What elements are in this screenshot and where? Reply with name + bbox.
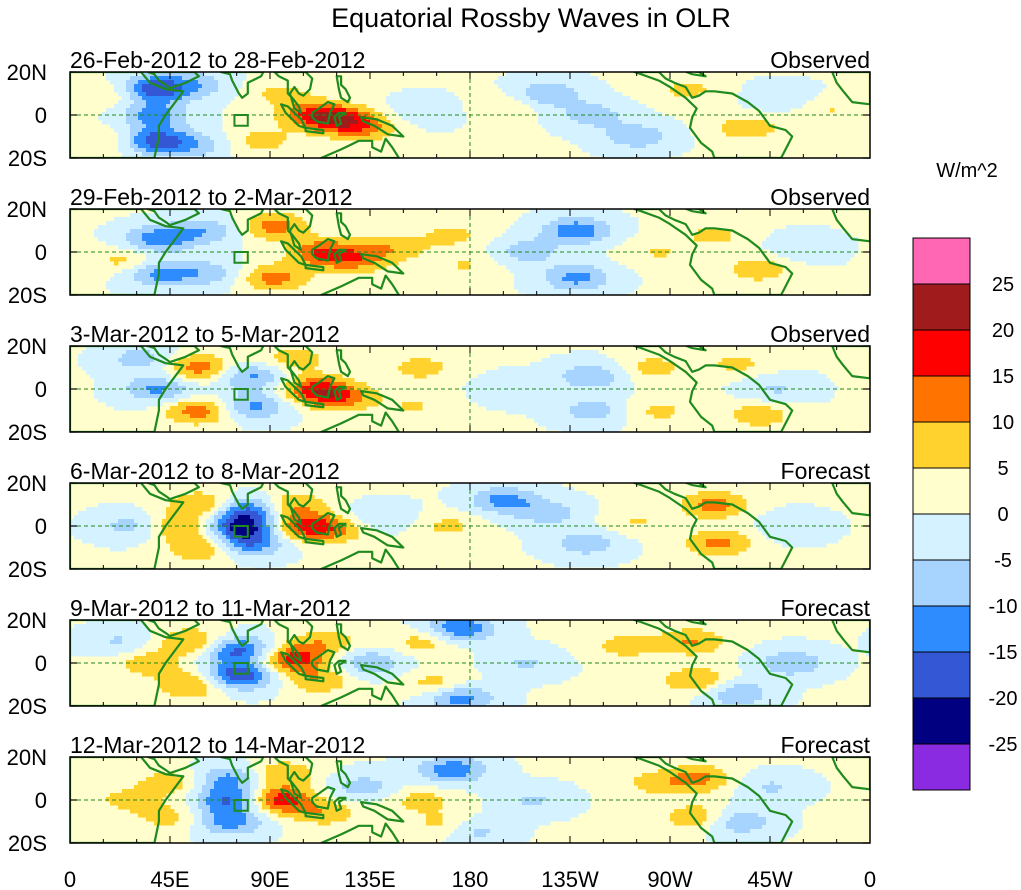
y-tick-label: 20N	[7, 60, 47, 85]
reference-box	[233, 525, 249, 538]
colorbar-tick-label: -20	[989, 688, 1018, 710]
panel-status-label: Forecast	[781, 595, 871, 621]
colorbar-swatch	[912, 467, 971, 515]
colorbar-tick-label: -25	[989, 734, 1018, 756]
colorbar-swatch	[912, 513, 971, 561]
y-tick-label: 0	[35, 103, 47, 128]
y-tick-label: 0	[35, 377, 47, 402]
y-tick-label: 0	[35, 240, 47, 265]
panel-date-range: 29-Feb-2012 to 2-Mar-2012	[70, 184, 353, 210]
x-tick-label: 0	[864, 867, 876, 890]
colorbar-tick-label: 15	[992, 366, 1014, 388]
panels-group: 20N 0 20S 26-Feb-2012 to 28-Feb-2012 Observe…	[7, 47, 871, 856]
olr-anomaly-field	[106, 757, 831, 843]
panel-3: 20N 0 20S 3-Mar-2012 to 5-Mar-2012 Observed	[7, 321, 871, 445]
colorbar-swatch	[912, 283, 971, 331]
colorbar-tick-label: 20	[992, 320, 1014, 342]
y-tick-label: 20N	[7, 334, 47, 359]
colorbar-swatch	[912, 375, 971, 423]
y-tick-label: 20N	[7, 471, 47, 496]
x-tick-label: 90W	[647, 867, 692, 890]
colorbar-tick-label: 10	[992, 412, 1014, 434]
y-tick-label: 20N	[7, 745, 47, 770]
reference-box	[233, 799, 249, 812]
x-tick-label: 45E	[150, 867, 189, 890]
y-tick-label: 0	[35, 651, 47, 676]
y-tick-label: 20S	[8, 420, 47, 445]
panel-date-range: 12-Mar-2012 to 14-Mar-2012	[70, 732, 365, 758]
colorbar-tick-label: 5	[997, 458, 1008, 480]
reference-box	[233, 388, 249, 401]
x-tick-label: 90E	[250, 867, 289, 890]
y-tick-label: 20S	[8, 694, 47, 719]
colorbar-swatch	[912, 559, 971, 607]
reference-box	[233, 662, 249, 675]
panel-status-label: Observed	[770, 321, 870, 347]
x-tick-label: 135E	[344, 867, 395, 890]
panel-status-label: Forecast	[781, 458, 871, 484]
coastlines	[70, 72, 870, 158]
coastlines	[70, 346, 870, 432]
y-tick-label: 20S	[8, 557, 47, 582]
colorbar-swatch	[912, 329, 971, 377]
reference-box	[233, 251, 249, 264]
panel-6: 20N 0 20S 12-Mar-2012 to 14-Mar-2012 Forecas…	[7, 732, 871, 856]
colorbar-swatch	[912, 651, 971, 699]
colorbar-tick-label: 25	[992, 274, 1014, 296]
y-tick-label: 0	[35, 788, 47, 813]
y-tick-label: 20S	[8, 146, 47, 171]
panel-status-label: Observed	[770, 184, 870, 210]
panel-2: 20N 0 20S 29-Feb-2012 to 2-Mar-2012 Observed	[7, 184, 871, 308]
x-tick-label: 180	[452, 867, 489, 890]
panel-4: 20N 0 20S 6-Mar-2012 to 8-Mar-2012 Forecast	[7, 458, 871, 582]
y-tick-label: 0	[35, 514, 47, 539]
colorbar-swatch	[912, 743, 971, 791]
panel-status-label: Observed	[770, 47, 870, 73]
y-tick-label: 20N	[7, 608, 47, 633]
x-tick-label: 135W	[541, 867, 599, 890]
reference-box	[233, 114, 249, 127]
panel-1: 20N 0 20S 26-Feb-2012 to 28-Feb-2012 Observe…	[7, 47, 871, 171]
colorbar: W/m^2 25 20 15 10 5 0 -5 -10 -15 -20 -25	[912, 160, 1018, 791]
colorbar-swatch	[912, 237, 971, 285]
olr-anomaly-field	[70, 620, 870, 706]
colorbar-tick-label: -10	[989, 596, 1018, 618]
panel-date-range: 9-Mar-2012 to 11-Mar-2012	[70, 595, 351, 621]
colorbar-tick-label: 0	[997, 504, 1008, 526]
x-tick-label: 45W	[747, 867, 792, 890]
colorbar-swatch	[912, 421, 971, 469]
colorbar-unit-label: W/m^2	[936, 160, 998, 182]
y-tick-label: 20S	[8, 283, 47, 308]
panel-date-range: 26-Feb-2012 to 28-Feb-2012	[70, 47, 365, 73]
y-tick-label: 20S	[8, 831, 47, 856]
longitude-axis: 0 45E 90E 135E 180 135W 90W 45W 0	[64, 867, 876, 890]
y-tick-label: 20N	[7, 197, 47, 222]
olr-anomaly-field	[78, 346, 839, 432]
panel-date-range: 6-Mar-2012 to 8-Mar-2012	[70, 458, 340, 484]
panel-5: 20N 0 20S 9-Mar-2012 to 11-Mar-2012 Forecast	[7, 595, 871, 719]
coastlines	[70, 483, 870, 569]
colorbar-tick-label: -5	[994, 550, 1012, 572]
coastlines	[70, 620, 870, 706]
olr-anomaly-field	[70, 483, 851, 569]
x-tick-label: 0	[64, 867, 76, 890]
olr-anomaly-field	[94, 209, 859, 295]
coastlines	[70, 209, 870, 295]
panel-date-range: 3-Mar-2012 to 5-Mar-2012	[70, 321, 340, 347]
coastlines	[70, 757, 870, 843]
colorbar-swatch	[912, 697, 971, 745]
colorbar-swatch	[912, 605, 971, 653]
colorbar-tick-label: -15	[989, 642, 1018, 664]
figure-title: Equatorial Rossby Waves in OLR	[331, 3, 731, 33]
panel-status-label: Forecast	[781, 732, 871, 758]
